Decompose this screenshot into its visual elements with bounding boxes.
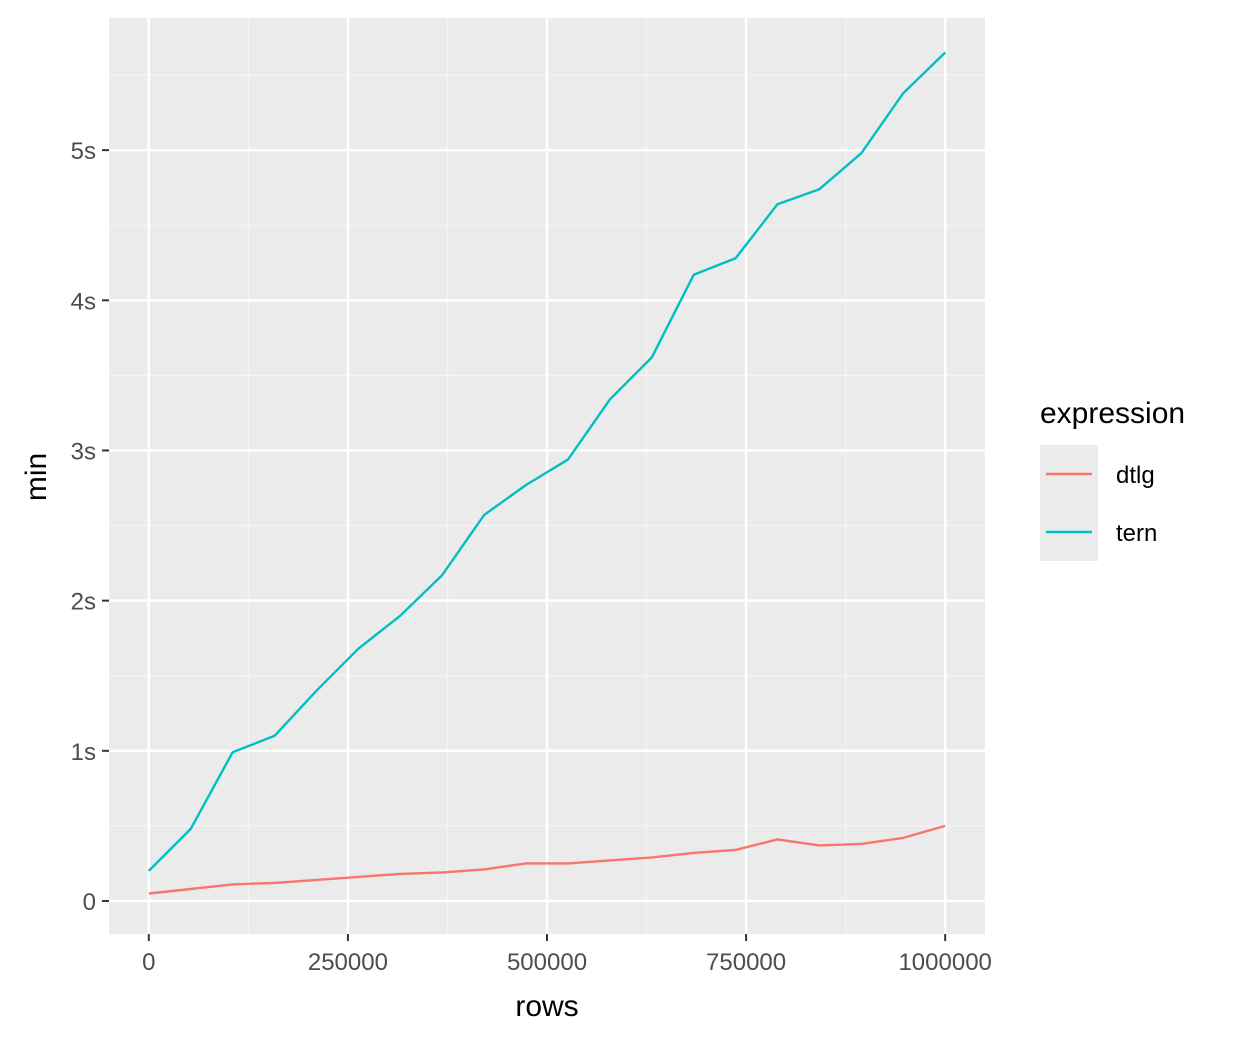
legend-title: expression — [1040, 397, 1185, 430]
legend-items: dtlg tern — [1040, 445, 1157, 561]
series-line-tern — [147, 51, 947, 872]
x-tick-label: 500000 — [507, 949, 587, 976]
axis-ticks — [102, 149, 947, 941]
x-tick-label: 250000 — [308, 949, 388, 976]
x-tick-label: 0 — [142, 949, 155, 976]
y-tick-label: 1s — [71, 739, 96, 766]
y-axis-title: min — [20, 453, 53, 501]
legend: expression dtlg tern — [1040, 397, 1185, 561]
y-tick-label: 3s — [71, 438, 96, 465]
series-line-dtlg — [148, 824, 946, 895]
legend-label-tern: tern — [1116, 520, 1157, 547]
x-tick-label: 1000000 — [898, 949, 991, 976]
major-gridlines — [109, 18, 985, 934]
x-axis-tick-labels: 0 250000 500000 750000 1000000 — [142, 949, 992, 976]
y-tick-label: 5s — [71, 138, 96, 165]
y-tick-label: 0 — [83, 889, 96, 916]
y-tick-label: 4s — [71, 288, 96, 315]
series-lines — [147, 51, 947, 895]
y-tick-label: 2s — [71, 589, 96, 616]
legend-label-dtlg: dtlg — [1116, 462, 1155, 489]
x-axis-title: rows — [515, 990, 578, 1023]
y-axis-tick-labels: 0 1s 2s 3s 4s 5s — [71, 138, 96, 916]
x-tick-label: 750000 — [706, 949, 786, 976]
